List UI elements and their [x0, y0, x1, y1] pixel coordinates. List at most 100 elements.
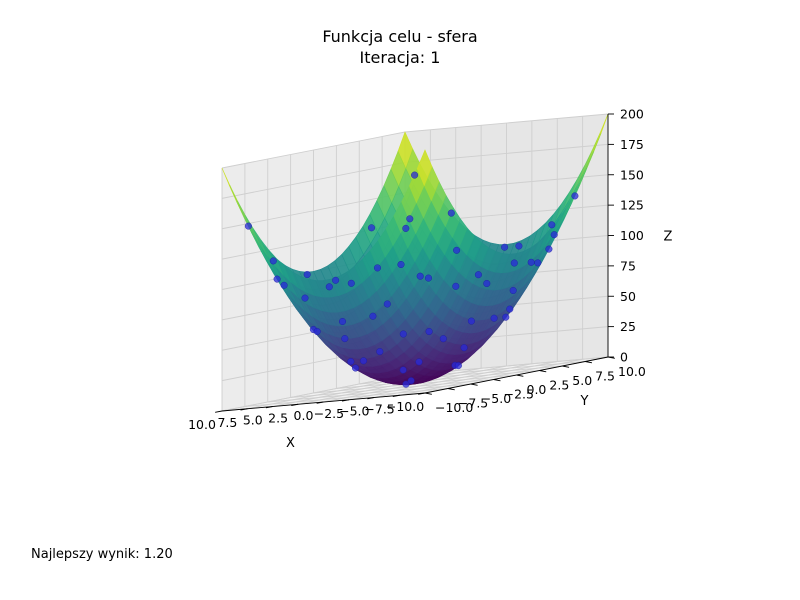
data-point: [501, 243, 509, 251]
gridline-y-floor: [244, 388, 448, 407]
data-point: [548, 221, 556, 229]
x-tick: [240, 408, 248, 411]
y-tick: [539, 370, 547, 373]
data-point: [399, 330, 407, 338]
z-tick-label: 175: [620, 137, 644, 152]
data-point: [411, 171, 419, 179]
y-tick-label: −7.5: [458, 396, 488, 411]
data-point: [407, 377, 415, 385]
y-tick-label: 0.0: [527, 382, 547, 397]
data-point: [332, 276, 340, 284]
gridline-y-floor: [290, 379, 494, 398]
x-tick: [215, 410, 223, 413]
data-point: [534, 259, 542, 267]
x-tick-label: −10.0: [386, 399, 424, 414]
data-point: [347, 358, 355, 366]
gridline-z-left-wall: [221, 161, 406, 199]
data-point: [415, 358, 423, 366]
data-point: [339, 318, 347, 326]
x-tick-label: −7.5: [364, 401, 394, 416]
data-point: [467, 317, 475, 325]
z-tick-label: 0: [620, 350, 628, 365]
data-point: [360, 357, 368, 365]
data-point: [368, 224, 376, 232]
data-point: [439, 335, 447, 343]
x-tick-label: 7.5: [217, 415, 237, 430]
data-point: [399, 366, 407, 374]
data-point: [397, 261, 405, 269]
data-point: [352, 364, 360, 372]
data-point: [269, 257, 277, 265]
data-point: [325, 283, 333, 291]
data-point: [515, 242, 523, 250]
chart-title: Funkcja celu - sfera: [322, 27, 478, 46]
gridline-z-left-wall: [221, 374, 406, 412]
data-point: [280, 281, 288, 289]
data-point: [402, 380, 410, 388]
data-point: [447, 209, 455, 217]
data-point: [406, 215, 414, 223]
data-point: [273, 275, 281, 283]
data-point: [244, 222, 252, 230]
data-point: [402, 224, 410, 232]
z-tick-label: 125: [620, 198, 644, 213]
surface-patch: [416, 149, 433, 187]
data-point: [545, 245, 553, 253]
y-tick-label: −5.0: [481, 391, 511, 406]
y-tick: [562, 365, 570, 368]
z-tick-label: 50: [620, 289, 636, 304]
data-points: [244, 171, 579, 388]
z-tick-label: 25: [620, 319, 636, 334]
chart-subtitle: Iteracja: 1: [359, 48, 441, 67]
data-point: [425, 274, 433, 282]
data-point: [453, 246, 461, 254]
z-tick-label: 75: [620, 258, 636, 273]
gridline-y-floor: [267, 383, 471, 403]
data-point: [383, 300, 391, 308]
y-tick-label: −10.0: [435, 400, 473, 415]
x-tick: [392, 394, 400, 398]
z-tick-label: 100: [620, 228, 644, 243]
data-point: [452, 282, 460, 290]
data-point: [509, 287, 517, 295]
gridline-y-floor: [336, 370, 540, 389]
y-tick: [447, 388, 455, 391]
y-tick-label: 10.0: [618, 364, 646, 379]
x-tick: [316, 401, 324, 404]
y-tick: [493, 379, 501, 382]
x-tick-label: 10.0: [188, 417, 216, 432]
y-axis-label: Y: [580, 394, 589, 409]
data-point: [460, 344, 468, 352]
x-tick-label: 0.0: [294, 408, 314, 423]
data-point: [454, 362, 462, 370]
data-point: [301, 294, 309, 302]
data-point: [490, 314, 498, 322]
data-point: [506, 305, 514, 313]
z-axis-label: Z: [664, 230, 673, 245]
x-tick: [367, 397, 375, 400]
x-tick-label: −5.0: [339, 404, 369, 419]
data-point: [502, 313, 510, 321]
y-tick-label: 2.5: [549, 378, 569, 393]
data-point: [510, 259, 518, 267]
z-tick-label: 200: [620, 107, 644, 122]
y-tick: [516, 374, 524, 377]
x-axis-label: X: [286, 436, 295, 451]
data-point: [550, 231, 558, 239]
y-tick: [585, 361, 593, 364]
gridline-z-left-wall: [221, 131, 406, 169]
x-tick: [265, 406, 273, 409]
axis-lines-and-ticks: −10.0−7.5−5.0−2.50.02.55.07.510.0X−10.0−…: [188, 107, 672, 452]
data-point: [527, 258, 535, 266]
x-tick-label: −2.5: [314, 406, 344, 421]
y-tick: [470, 383, 478, 386]
data-point: [374, 264, 382, 272]
data-point: [369, 312, 377, 320]
y-tick-label: 5.0: [572, 373, 592, 388]
data-point: [376, 348, 384, 356]
data-point: [416, 272, 424, 280]
data-point: [313, 328, 321, 336]
x-tick: [418, 392, 426, 395]
gridline-z-right-wall: [404, 143, 609, 163]
